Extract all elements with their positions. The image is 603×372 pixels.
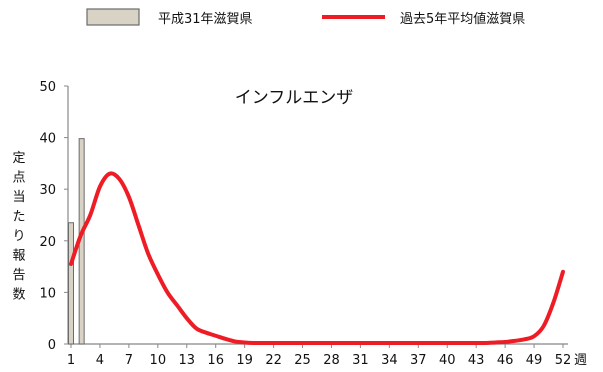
y-label-char: 点: [12, 171, 25, 186]
axes: [67, 86, 568, 345]
y-label-char: 報: [12, 249, 25, 264]
x-tick-label: 40: [439, 353, 456, 368]
y-tick-label: 0: [48, 338, 56, 353]
legend-swatch-bar: [86, 8, 140, 26]
x-tick-label: 52: [555, 353, 572, 368]
x-tick-label: 4: [96, 353, 104, 368]
y-label-char: 数: [12, 288, 25, 303]
x-tick-label: 34: [381, 353, 398, 368]
y-tick-label: 40: [39, 132, 56, 147]
x-tick-label: 37: [410, 353, 427, 368]
y-label-char: り: [12, 229, 25, 244]
line-series: [69, 171, 565, 346]
x-tick-label: 7: [125, 353, 133, 368]
y-tick-label: 50: [39, 80, 56, 95]
x-ticks: 1 4 7 10 13 16 19 22 25 28 31 34 37 40 43 46 49 52: [67, 344, 571, 368]
x-axis-unit: 週: [574, 353, 587, 368]
x-tick-label: 43: [468, 353, 485, 368]
y-label-char: 定: [12, 151, 25, 166]
x-tick-label: 46: [497, 353, 514, 368]
legend-label-bar: 平成31年滋賀県: [158, 12, 253, 27]
legend: 平成31年滋賀県 過去5年平均値滋賀県: [86, 8, 525, 27]
y-ticks: 0 10 20 30 40 50: [39, 80, 68, 353]
x-tick-label: 25: [294, 353, 311, 368]
bar-week-1: [68, 222, 74, 345]
x-tick-label: 19: [236, 353, 253, 368]
y-label-char: 当: [12, 190, 25, 205]
legend-item-bar: 平成31年滋賀県: [86, 8, 253, 27]
x-tick-label: 28: [323, 353, 340, 368]
x-tick-label: 49: [526, 353, 543, 368]
y-tick-label: 10: [39, 286, 56, 301]
x-tick-label: 1: [67, 353, 75, 368]
y-label-char: 告: [12, 268, 25, 283]
y-tick-label: 30: [39, 183, 56, 198]
x-tick-label: 16: [207, 353, 224, 368]
x-tick-label: 10: [150, 353, 167, 368]
x-tick-label: 31: [352, 353, 369, 368]
line-average-5yr: [69, 171, 565, 346]
chart-title: インフルエンザ: [235, 88, 354, 108]
legend-label-line: 過去5年平均値滋賀県: [400, 11, 525, 27]
bar-series: [68, 138, 85, 345]
x-tick-label: 22: [265, 353, 282, 368]
y-label-char: た: [12, 210, 25, 225]
y-tick-label: 20: [39, 235, 56, 250]
x-tick-label: 13: [178, 353, 195, 368]
legend-item-line: 過去5年平均値滋賀県: [322, 11, 525, 27]
